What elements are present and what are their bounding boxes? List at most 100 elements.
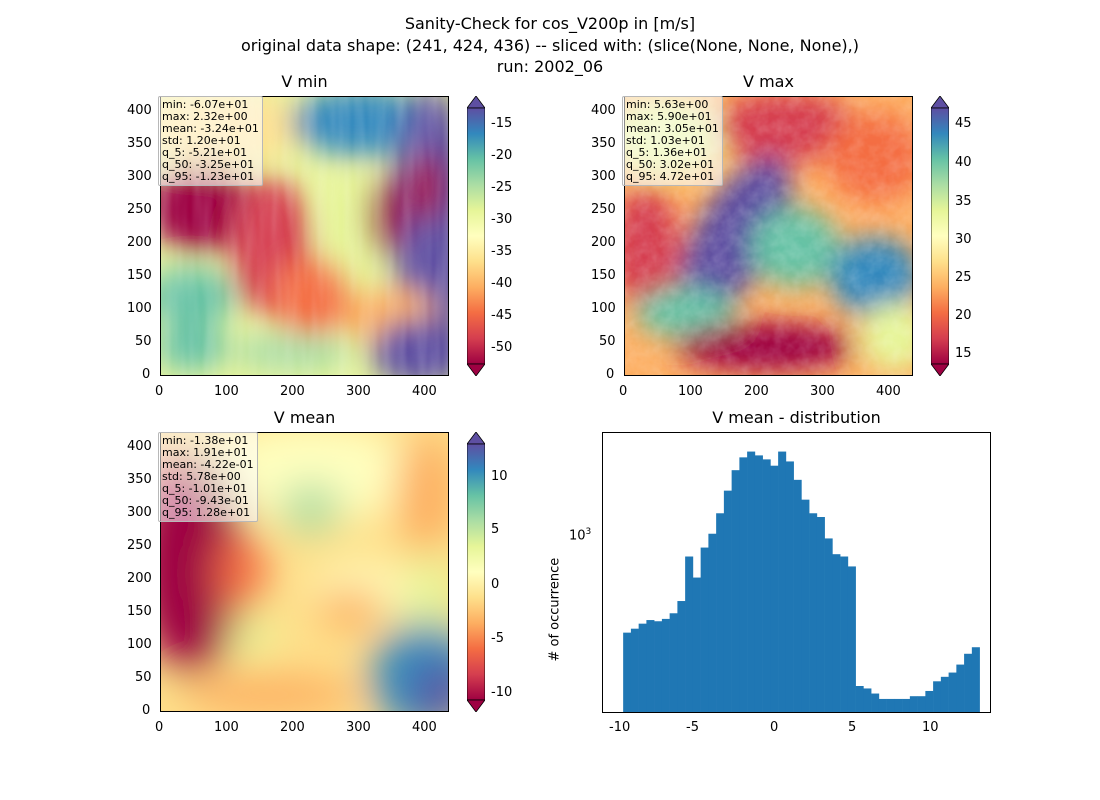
y-tick-label: 250 — [591, 202, 616, 217]
stat-q50: q_50: -3.25e+01 — [162, 158, 255, 171]
histogram-bar — [700, 547, 709, 712]
suptitle-line-1: Sanity-Check for cos_V200p in [m/s] — [404, 14, 696, 33]
histogram-bar — [739, 457, 748, 712]
colorbar-gradient — [466, 95, 486, 377]
y-tick-label: 400 — [591, 103, 616, 118]
y-tick-label: 250 — [127, 202, 152, 217]
histogram-bar — [886, 698, 895, 712]
colorbar-tick-label: -25 — [491, 180, 513, 195]
y-tick-label: 300 — [127, 169, 152, 184]
histogram-bar — [638, 623, 647, 712]
colorbar-tick-label: 30 — [955, 232, 972, 247]
histogram-bar — [855, 686, 864, 712]
histogram-bar — [816, 517, 825, 712]
colorbar-tick-label: -40 — [491, 276, 513, 291]
panel-title: V min — [281, 72, 328, 91]
histogram-bar — [778, 451, 787, 712]
panel-title: V mean — [273, 408, 336, 427]
colorbar-tick-label: -50 — [491, 340, 513, 355]
y-tick-label: 0 — [606, 367, 615, 382]
colorbar-tick-label: 5 — [491, 522, 500, 537]
x-tick-label: 200 — [744, 384, 769, 399]
y-axis-label: # of occurrence — [547, 557, 563, 662]
histogram-bar — [723, 490, 732, 712]
stat-std: std: 1.03e+01 — [626, 134, 705, 147]
y-tick-label: 350 — [591, 136, 616, 151]
y-tick-label: 200 — [127, 571, 152, 586]
stat-max: max: 5.90e+01 — [626, 110, 712, 123]
y-tick-label: 400 — [127, 103, 152, 118]
histogram-bar — [909, 696, 918, 712]
colorbar-tick-label: -5 — [491, 631, 504, 646]
stat-min: min: -6.07e+01 — [162, 98, 249, 111]
histogram-bar — [824, 538, 833, 712]
histogram-bar — [731, 470, 740, 712]
colorbar-tick-label: -30 — [491, 212, 513, 227]
histogram-bar — [902, 698, 911, 712]
x-tick-label: 0 — [155, 720, 164, 735]
histogram-bar — [971, 647, 980, 712]
stat-min: min: 5.63e+00 — [626, 98, 709, 111]
stat-q95: q_95: 1.28e+01 — [162, 506, 251, 519]
colorbar-tick-label: 35 — [955, 194, 972, 209]
x-tick-label: -5 — [686, 720, 699, 735]
x-tick-label: 100 — [214, 384, 239, 399]
colorbar-tick-label: 0 — [491, 577, 500, 592]
y-tick-label: 150 — [127, 604, 152, 619]
x-tick-label: 0 — [619, 384, 628, 399]
y-tick-label: 350 — [127, 136, 152, 151]
y-tick-label: 100 — [591, 301, 616, 316]
y-tick-exponent: 3 — [585, 527, 592, 537]
x-tick-label: 400 — [412, 384, 437, 399]
x-tick-label: 0 — [770, 720, 779, 735]
stat-max: max: 1.91e+01 — [162, 446, 248, 459]
x-tick-label: 200 — [280, 384, 305, 399]
stat-q95: q_95: 4.72e+01 — [626, 170, 715, 183]
x-tick-label: 200 — [280, 720, 305, 735]
histogram-bar — [677, 601, 686, 712]
histogram-bar — [863, 688, 872, 712]
stat-std: std: 1.20e+01 — [162, 134, 241, 147]
histogram-bar — [956, 664, 965, 712]
stats-box: min: 5.63e+00 max: 5.90e+01 mean: 3.05e+… — [622, 96, 723, 186]
y-tick-label: 100 — [127, 637, 152, 652]
histogram-plot — [602, 432, 991, 713]
histogram-bar — [770, 465, 779, 712]
stat-q5: q_5: -5.21e+01 — [162, 146, 248, 159]
colorbar-tick-label: 25 — [955, 270, 972, 285]
colorbar-tick-label: 45 — [955, 116, 972, 131]
histogram-bar — [762, 459, 771, 712]
colorbar-tick-label: 10 — [491, 469, 508, 484]
colorbar-tick-label: -15 — [491, 116, 513, 131]
colorbar-tick-label: -45 — [491, 308, 513, 323]
y-tick-label: 250 — [127, 538, 152, 553]
stat-std: std: 5.78e+00 — [162, 470, 241, 483]
stat-max: max: 2.32e+00 — [162, 110, 248, 123]
histogram-bar — [894, 698, 903, 712]
stats-box: min: -6.07e+01 max: 2.32e+00 mean: -3.24… — [158, 96, 263, 186]
histogram-bar — [840, 556, 849, 712]
stat-q50: q_50: 3.02e+01 — [626, 158, 715, 171]
stat-q50: q_50: -9.43e-01 — [162, 494, 249, 507]
x-tick-label: 300 — [810, 384, 835, 399]
x-tick-label: 400 — [876, 384, 901, 399]
colorbar-tick-label: -20 — [491, 148, 513, 163]
panel-title: V max — [743, 72, 794, 91]
histogram-bar — [692, 577, 701, 712]
x-tick-label: 400 — [412, 720, 437, 735]
stat-q5: q_5: 1.36e+01 — [626, 146, 708, 159]
colorbar: 45 40 35 30 25 20 15 — [930, 95, 972, 380]
histogram-bar — [793, 479, 802, 712]
x-tick-label: -10 — [609, 720, 631, 735]
x-tick-label: 300 — [346, 720, 371, 735]
y-tick-label: 50 — [135, 334, 152, 349]
y-tick-label: 350 — [127, 472, 152, 487]
histogram-bar — [623, 632, 632, 712]
suptitle-line-2: original data shape: (241, 424, 436) -- … — [241, 36, 859, 55]
colorbar-tick-label: 15 — [955, 346, 972, 361]
x-tick-label: 10 — [922, 720, 939, 735]
y-tick-label: 300 — [591, 169, 616, 184]
colorbar: -15 -20 -25 -30 -35 -40 -45 -50 — [466, 95, 512, 380]
stat-min: min: -1.38e+01 — [162, 434, 249, 447]
histogram-bar — [871, 693, 880, 712]
